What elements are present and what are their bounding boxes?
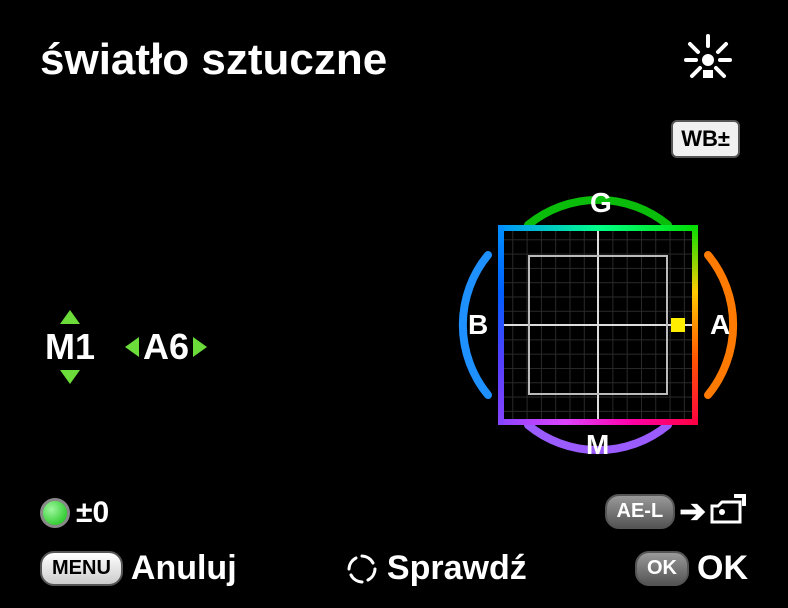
arrow-right-icon: ➔ [679,492,706,530]
vertical-value: M1 [45,326,95,368]
frame-icon [710,494,746,529]
arrow-right-icon [193,337,207,357]
page-title: światło sztuczne [40,35,387,85]
ael-pill[interactable]: AE-L [605,494,676,529]
axis-label-m: M [586,429,609,461]
ael-indicator: AE-L ➔ [605,492,746,530]
axis-label-g: G [590,187,612,219]
horizontal-value: A6 [143,326,189,368]
ok-button[interactable]: OK [635,551,689,586]
adjust-controls[interactable]: M1 A6 [45,310,207,384]
bottom-bar: MENU Anuluj Sprawdź OK OK [40,549,748,588]
vertical-adjust[interactable]: M1 [45,310,95,384]
arrow-up-icon [60,310,80,324]
color-grid[interactable]: G A M B [448,185,748,465]
exposure-value: ±0 [76,496,109,530]
arrow-down-icon [60,370,80,384]
menu-button[interactable]: MENU [40,551,123,586]
arrow-left-icon [125,337,139,357]
ok-label: OK [697,549,748,588]
axis-label-a: A [710,309,730,341]
cancel-label: Anuluj [131,549,237,588]
check-label[interactable]: Sprawdź [387,549,527,588]
tungsten-icon [678,30,738,80]
aperture-icon [345,552,379,586]
wb-badge: WB± [671,120,740,158]
exposure-dot-icon [40,498,70,528]
grid-box[interactable] [498,225,698,425]
cursor-dot[interactable] [671,318,685,332]
axis-label-b: B [468,309,488,341]
horizontal-adjust[interactable]: A6 [125,326,207,368]
exposure-indicator: ±0 [40,496,109,530]
